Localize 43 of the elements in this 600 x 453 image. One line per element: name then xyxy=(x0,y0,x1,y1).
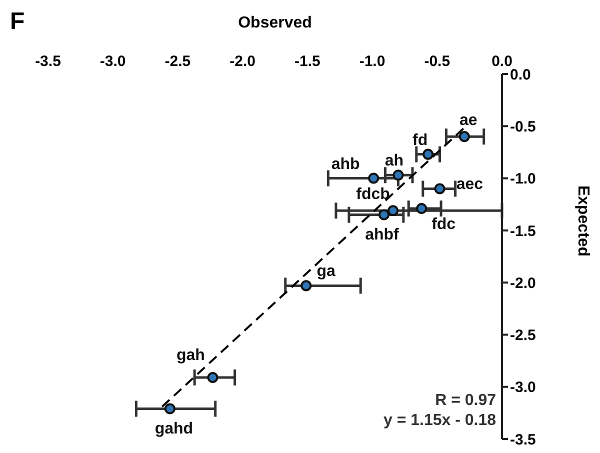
annotation: ahb xyxy=(331,156,360,173)
point xyxy=(422,148,434,160)
y-tick-label: -3.5 xyxy=(510,431,536,448)
y-tick-label: -2.0 xyxy=(510,274,536,292)
y-tick-label: -2.5 xyxy=(510,327,536,344)
y-tick-label: -1.5 xyxy=(510,222,536,240)
x-tick-label: -2.0 xyxy=(230,53,256,70)
annotation: y = 1.15x - 0.18 xyxy=(383,411,496,431)
y-tick-label: -3.0 xyxy=(510,379,536,396)
point xyxy=(388,205,399,216)
x-tick-label: -2.5 xyxy=(164,53,191,70)
annotation: gah xyxy=(176,346,205,364)
x-tick-label: -1.0 xyxy=(359,53,386,70)
annotation: ga xyxy=(316,263,336,280)
annotation: aec xyxy=(456,176,484,194)
annotation: fdc xyxy=(432,216,456,234)
y-tick-label: -1.0 xyxy=(510,170,536,188)
annotation: ae xyxy=(459,112,478,130)
y-tick-label: -0.5 xyxy=(510,118,536,136)
annotation: fd xyxy=(412,132,428,149)
point xyxy=(368,172,380,184)
chart-title: F xyxy=(10,8,25,36)
x-tick-label: -1.5 xyxy=(294,53,320,70)
annotation: ah xyxy=(384,152,404,170)
annotation: gahd xyxy=(154,420,194,438)
x-tick-label: 0.0 xyxy=(492,53,512,70)
x-tick-label: -3.0 xyxy=(100,53,126,70)
x-tick-label: -0.5 xyxy=(424,53,450,70)
annotation: ahbf xyxy=(365,226,400,244)
point xyxy=(416,203,428,214)
point xyxy=(392,170,404,181)
x-axis-title: Observed xyxy=(238,14,312,32)
point xyxy=(458,131,470,142)
point xyxy=(378,209,390,220)
y-tick-label: 0.0 xyxy=(510,66,531,84)
y-axis-title: Expected xyxy=(574,185,592,256)
annotation: fdcb xyxy=(356,186,390,204)
point xyxy=(300,280,312,292)
annotation: R = 0.97 xyxy=(434,391,496,411)
point xyxy=(434,183,446,194)
point xyxy=(207,372,218,383)
point xyxy=(164,403,176,414)
x-tick-label: -3.5 xyxy=(35,53,61,70)
